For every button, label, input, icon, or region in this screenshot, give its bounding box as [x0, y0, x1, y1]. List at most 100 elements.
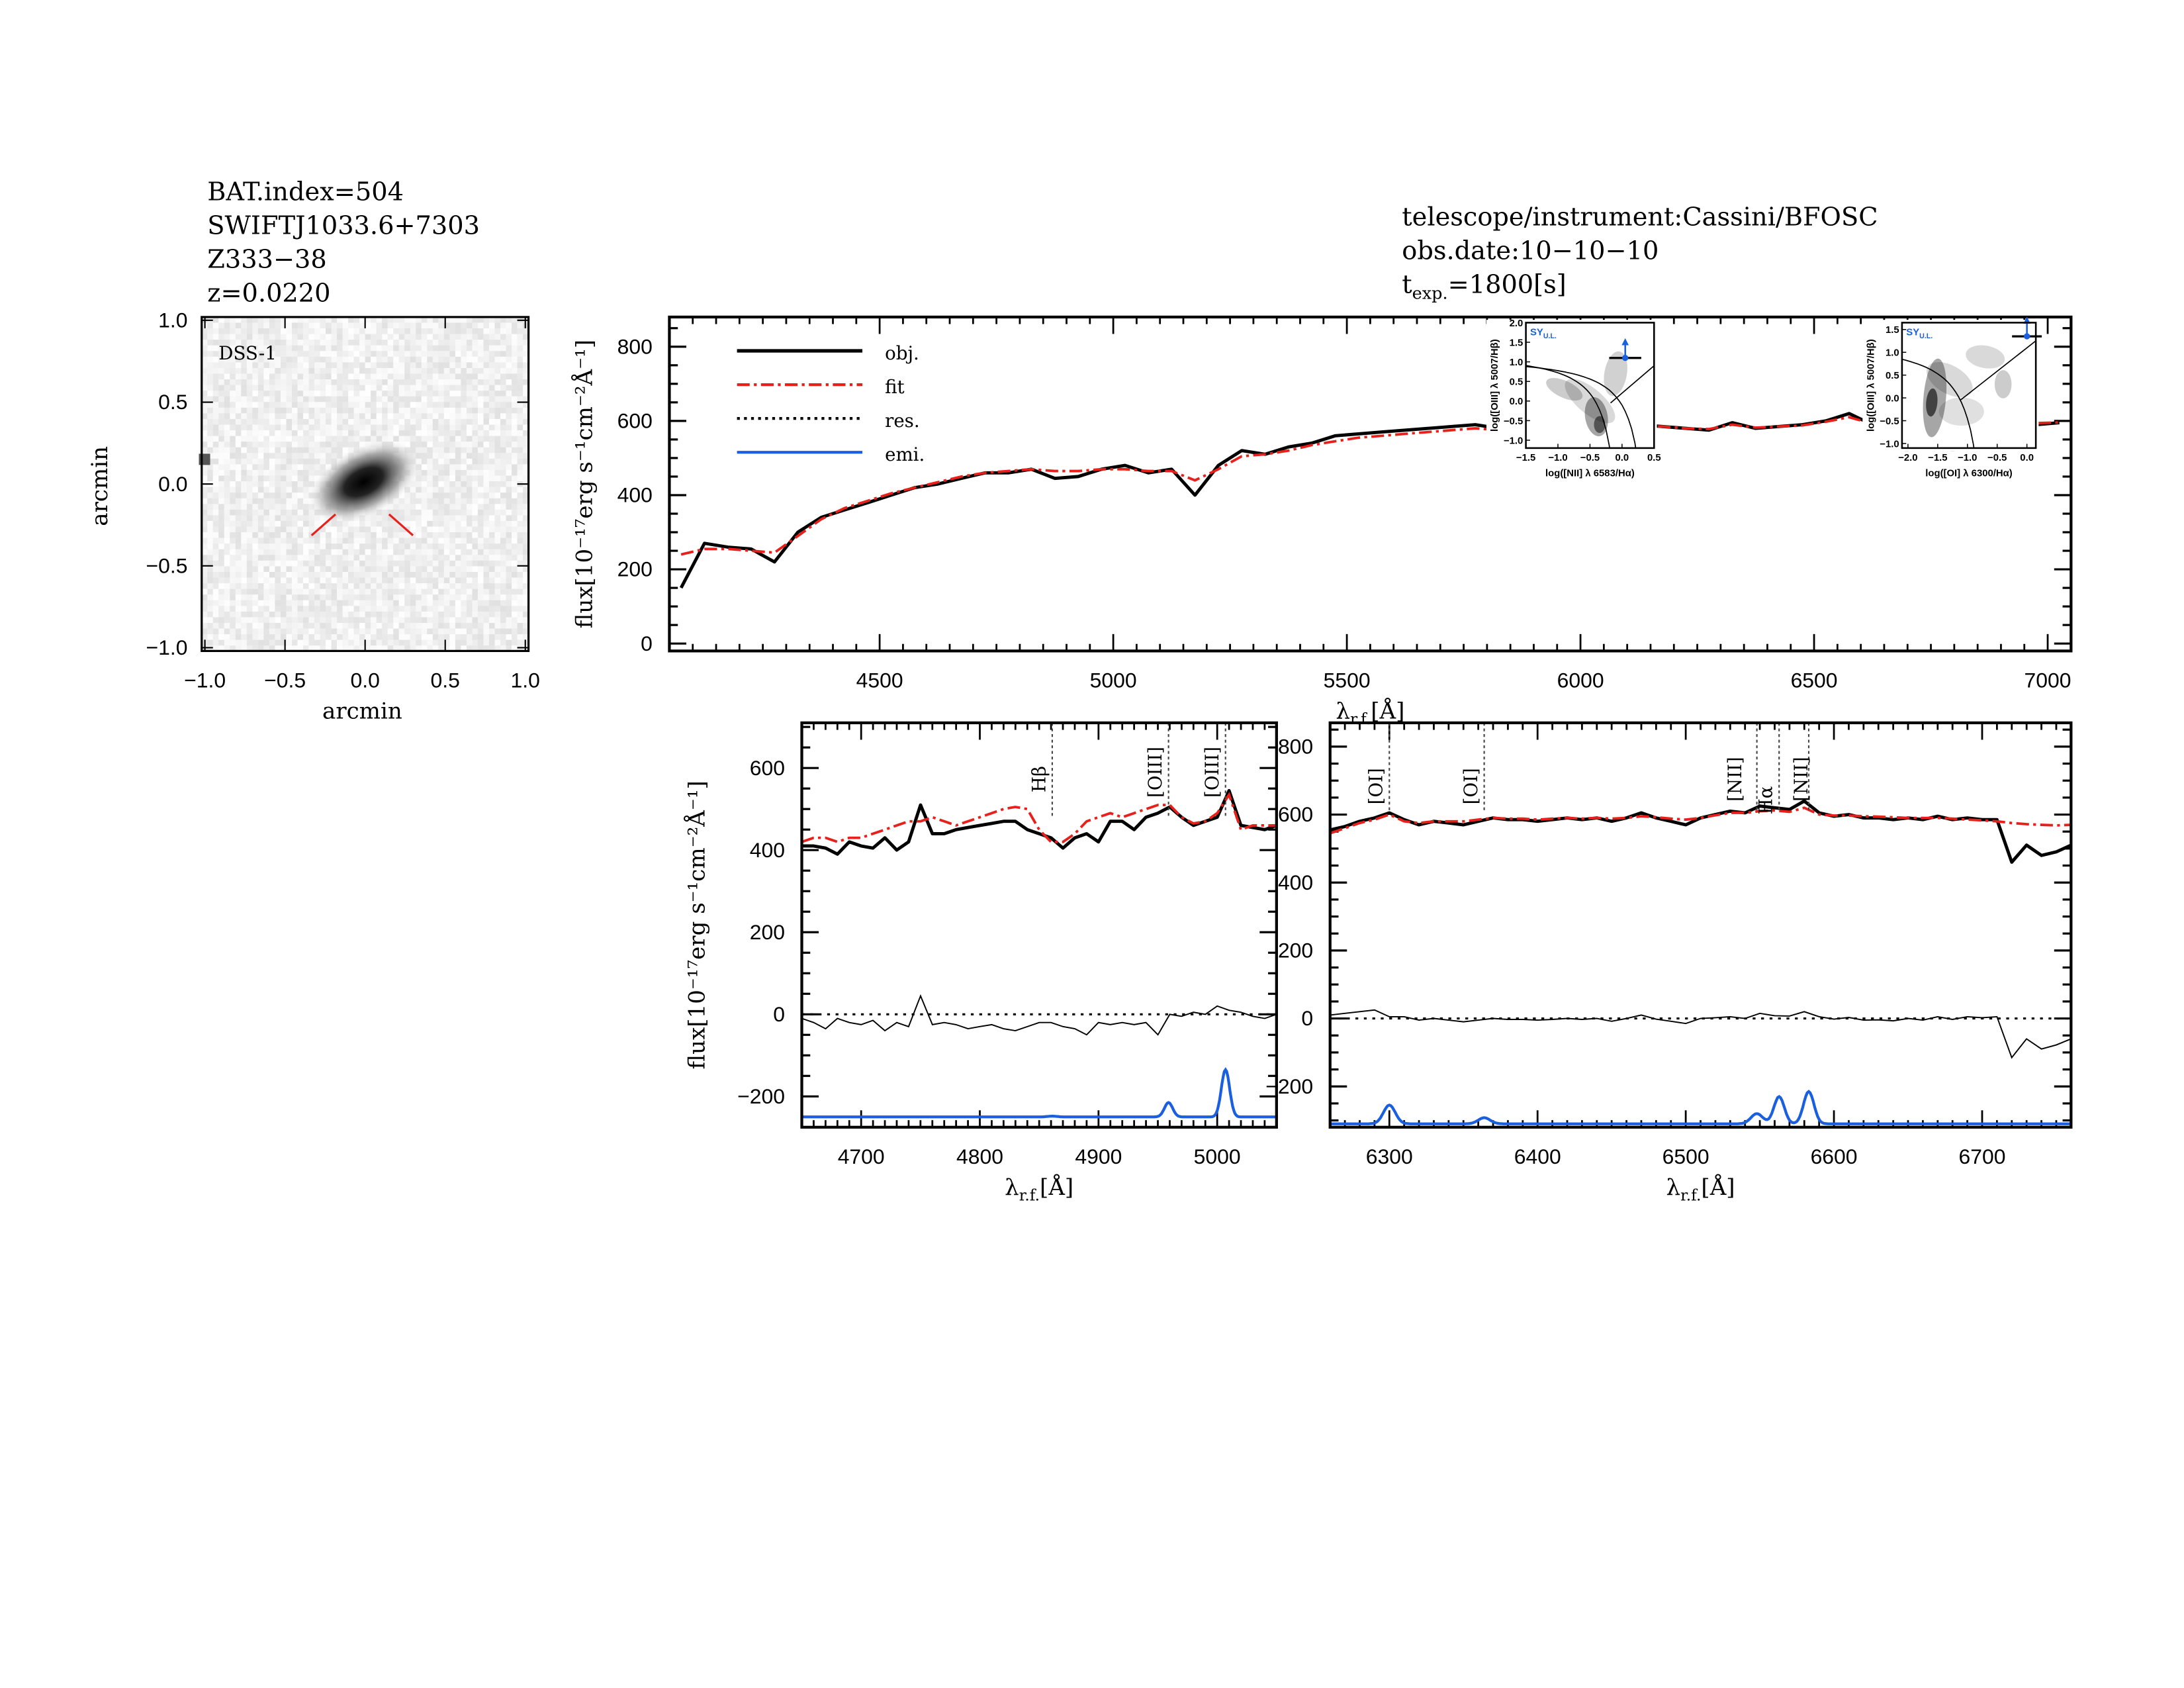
dss-pixel: [224, 458, 230, 465]
dss-pixel: [494, 481, 501, 487]
dss-pixel: [512, 385, 518, 391]
dss-pixel: [523, 469, 529, 476]
dss-pixel: [297, 316, 304, 323]
dss-pixel: [438, 588, 444, 595]
dss-pixel: [320, 526, 326, 533]
dss-pixel: [371, 555, 377, 561]
dss-pixel: [494, 379, 501, 385]
y-tick-label: 0.0: [158, 472, 187, 496]
dss-pixel: [314, 566, 320, 573]
dss-pixel: [303, 594, 309, 600]
dss-pixel: [207, 351, 213, 357]
dss-pixel: [286, 316, 292, 323]
plot-frame: [800, 721, 1278, 1129]
dss-pixel: [512, 442, 518, 447]
dss-pixel: [477, 543, 484, 549]
dss-pixel: [461, 617, 467, 624]
dss-pixel: [488, 566, 495, 573]
dss-pixel: [280, 362, 287, 369]
dss-pixel: [308, 526, 315, 533]
data-point: [1622, 355, 1629, 361]
dss-pixel: [427, 458, 433, 465]
dss-pixel: [303, 498, 309, 504]
dss-pixel: [438, 418, 444, 425]
dss-pixel: [398, 402, 405, 408]
dss-pixel: [506, 498, 512, 504]
x-tick-label: 4700: [838, 1145, 885, 1168]
x-axis-label: arcmin: [322, 698, 402, 725]
dss-pixel: [410, 436, 416, 442]
dss-pixel: [416, 453, 422, 459]
dss-pixel: [387, 515, 394, 522]
dss-pixel: [263, 498, 269, 504]
dss-pixel: [512, 413, 518, 420]
dss-pixel: [303, 424, 309, 431]
dss-pixel: [438, 464, 444, 471]
dss-pixel: [461, 328, 467, 334]
dss-pixel: [393, 424, 399, 431]
dss-pixel: [371, 385, 377, 391]
dss-pixel: [224, 464, 230, 471]
dss-pixel: [320, 402, 326, 408]
dss-pixel: [365, 334, 371, 340]
dss-pixel: [286, 418, 292, 425]
dss-pixel: [455, 571, 461, 578]
dss-pixel: [398, 628, 405, 635]
dss-pixel: [291, 606, 298, 612]
dss-pixel: [280, 418, 287, 425]
x-label-lambda: λ: [1336, 698, 1350, 725]
dss-pixel: [387, 334, 394, 340]
dss-pixel: [477, 555, 484, 561]
dss-pixel: [466, 628, 473, 635]
class-label-main: SY: [1906, 328, 1919, 338]
dss-pixel: [387, 577, 394, 584]
dss-pixel: [337, 379, 343, 385]
dss-pixel: [337, 351, 343, 357]
dss-pixel: [421, 520, 428, 527]
x-label-unit: [Å]: [1371, 698, 1404, 725]
dss-pixel: [488, 628, 495, 635]
dss-pixel: [314, 469, 320, 476]
dss-pixel: [212, 520, 219, 527]
dss-pixel: [523, 424, 529, 431]
dss-pixel: [230, 509, 236, 516]
dss-pixel: [382, 571, 388, 578]
dss-pixel: [477, 340, 484, 346]
dss-pixel: [477, 316, 484, 323]
dss-pixel: [461, 498, 467, 504]
dss-pixel: [416, 413, 422, 420]
legend: obj. fit res. emi.: [737, 342, 925, 465]
dss-pixel: [466, 407, 473, 414]
dss-pixel: [246, 617, 253, 624]
dss-pixel: [365, 407, 371, 414]
dss-pixel: [421, 543, 428, 549]
x-tick-label: 0.0: [350, 669, 379, 692]
dss-pixel: [477, 583, 484, 589]
y-tick-label: 1.0: [1510, 357, 1524, 368]
dss-pixel: [246, 391, 253, 397]
dss-pixel: [506, 356, 512, 363]
dss-pixel: [483, 555, 489, 561]
dss-pixel: [393, 594, 399, 600]
dss-pixel: [252, 645, 258, 651]
dss-pixel: [421, 526, 428, 533]
x-tick-label: 5000: [1194, 1145, 1241, 1168]
dss-pixel: [455, 430, 461, 436]
dss-pixel: [472, 464, 478, 471]
dss-pixel: [376, 424, 383, 431]
dss-pixel: [224, 600, 230, 606]
dss-pixel: [280, 543, 287, 549]
dss-pixel: [427, 639, 433, 646]
dss-pixel: [500, 407, 506, 414]
dss-pixel: [207, 645, 213, 651]
dss-pixel: [235, 322, 242, 329]
dss-pixel: [241, 316, 247, 323]
dss-pixel: [523, 543, 529, 549]
dss-pixel: [359, 334, 365, 340]
dss-pixel: [246, 458, 253, 465]
dss-pixel: [443, 520, 450, 527]
dss-pixel: [416, 373, 422, 380]
x-tick-label: −1.5: [1928, 453, 1947, 463]
dss-pixel: [449, 634, 455, 640]
dss-pixel: [303, 560, 309, 567]
